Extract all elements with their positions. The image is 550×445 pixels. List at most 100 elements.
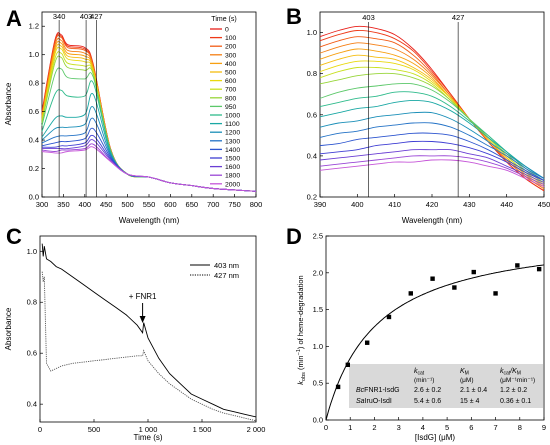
spectrum-line-300	[41, 37, 257, 192]
x-tick-label: 300	[36, 200, 49, 209]
y-tick-label: 1.5	[313, 305, 323, 314]
y-tick-label: 0.4	[307, 151, 317, 160]
x-tick-label: 500	[121, 200, 134, 209]
y-tick-label: 0.0	[29, 193, 39, 202]
spectrum-line-1400	[41, 127, 257, 192]
marker-label-403: 403	[80, 12, 93, 21]
spectrum-line-b-2000	[319, 159, 545, 188]
spectrum-line-500	[41, 43, 257, 192]
spectrum-line-0	[41, 32, 257, 192]
data-point	[471, 269, 476, 275]
table-row-2-ratio: 0.36 ± 0.1	[500, 398, 531, 405]
y-axis-label-a: Absorbance	[4, 82, 13, 125]
x-ticks-d: 0 1 2 3 4 5 6 7 8 9	[324, 417, 546, 432]
data-point	[408, 291, 413, 296]
marker-label-427: 427	[90, 12, 103, 21]
x-tick-label: 1 500	[193, 425, 212, 434]
x-tick-label: 450	[100, 200, 113, 209]
y-label-sup: −1	[296, 349, 302, 355]
table-unit-km: (μM)	[460, 377, 474, 384]
legend-label-950: 950	[225, 104, 237, 111]
x-tick-label: 350	[57, 200, 70, 209]
x-tick-label: 3	[397, 423, 401, 432]
x-tick-label: 0	[324, 423, 328, 432]
spectrum-line-b-500	[319, 54, 545, 188]
y-label-rest: ) of heme-degradation	[296, 275, 305, 349]
kinetic-trace-427nm	[41, 271, 257, 422]
legend-label-500: 500	[225, 70, 237, 77]
legend-label-1100: 1100	[225, 121, 240, 128]
michaelis-menten-fit	[325, 264, 545, 421]
legend-label-2000: 2000	[225, 181, 240, 188]
y-ticks-a: 0.0 0.2 0.4 0.6 0.8 1.0 1.2	[29, 22, 45, 202]
y-tick-label: 1.0	[29, 50, 39, 59]
x-tick-label: 450	[538, 200, 550, 209]
kinetics-table: kcat KM kcat/KM (min⁻¹) (μM) (μM⁻¹min⁻¹)…	[356, 368, 535, 405]
x-tick-label: 700	[207, 200, 220, 209]
spectrum-line-1300	[41, 117, 257, 192]
table-header-kcat: kcat	[414, 368, 425, 377]
y-label-k: k	[296, 380, 305, 385]
x-tick-label: 390	[314, 200, 327, 209]
y-ticks-d: 0.0 0.5 1.0 1.5 2.0 2.5	[313, 232, 329, 425]
kinetic-trace-403nm	[41, 243, 257, 418]
legend-label-300: 300	[225, 52, 237, 59]
data-point	[452, 285, 457, 290]
x-tick-label: 400	[351, 200, 364, 209]
x-axis-label-b: Wavelength (nm)	[402, 216, 463, 225]
table-row-2-km: 15 ± 4	[460, 398, 480, 405]
spectrum-line-b-1800	[319, 155, 545, 186]
x-tick-label: 8	[518, 423, 522, 432]
table-row-1-kcat: 2.6 ± 0.2	[414, 387, 441, 394]
x-ticks-c: 0 500 1 000 1 500 2 000	[38, 419, 265, 434]
data-point	[430, 276, 435, 281]
plot-frame-a	[41, 11, 257, 198]
legend-label-1400: 1400	[225, 147, 240, 154]
marker-label-340: 340	[53, 12, 66, 21]
legend-title-a: Time (s)	[211, 16, 236, 23]
x-tick-label: 410	[388, 200, 401, 209]
spectrum-line-800	[41, 55, 257, 192]
x-tick-label: 430	[463, 200, 476, 209]
x-tick-label: 7	[493, 423, 497, 432]
table-header-km: KM	[460, 368, 469, 377]
legend-label-100: 100	[225, 35, 237, 42]
table-row-2-kcat: 5.4 ± 0.6	[414, 398, 441, 405]
y-tick-label: 0.0	[313, 416, 323, 425]
kinetics-table-bg	[349, 364, 543, 408]
legend-label-600: 600	[225, 78, 237, 85]
annotation-fnr1: + FNR1	[129, 292, 157, 323]
x-ticks-b: 390 400 410 420 430 440 450	[314, 194, 550, 209]
x-tick-label: 400	[79, 200, 92, 209]
y-axis-label-d: kobs (min−1) of heme-degradation	[296, 275, 307, 384]
y-ticks-c: 0.4 0.6 0.8 1.0	[27, 247, 43, 409]
data-point	[515, 263, 520, 268]
y-label-sub: obs	[301, 372, 307, 381]
series-group-c	[41, 243, 257, 422]
table-row-1-name: BcFNR1-IsdG	[356, 387, 400, 394]
x-ticks-a: 300 350 400 450 500 550 600 650 700 750 800	[36, 194, 262, 209]
y-label-unit: (min	[296, 355, 305, 372]
x-tick-label: 420	[426, 200, 439, 209]
table-unit-ratio: (μM⁻¹min⁻¹)	[500, 377, 535, 384]
spectrum-line-b-1500	[319, 140, 545, 182]
x-tick-label: 2	[372, 423, 376, 432]
y-tick-label: 1.0	[27, 247, 37, 256]
y-tick-label: 2.0	[313, 268, 323, 277]
y-tick-label: 0.4	[29, 136, 39, 145]
legend-label-800: 800	[225, 95, 237, 102]
series-group-b	[319, 25, 545, 192]
y-tick-label: 0.8	[307, 69, 317, 78]
y-tick-label: 0.2	[307, 193, 317, 202]
x-tick-label: 600	[164, 200, 177, 209]
marker-label-b-427: 427	[452, 13, 465, 22]
x-tick-label: 500	[88, 425, 101, 434]
y-tick-label: 2.5	[313, 232, 323, 241]
spectrum-line-b-1200	[319, 111, 545, 179]
spectrum-line-700	[41, 51, 257, 192]
fit-curve-d	[325, 264, 545, 421]
spectrum-line-2000	[41, 146, 257, 192]
x-tick-label: 1 000	[139, 425, 158, 434]
